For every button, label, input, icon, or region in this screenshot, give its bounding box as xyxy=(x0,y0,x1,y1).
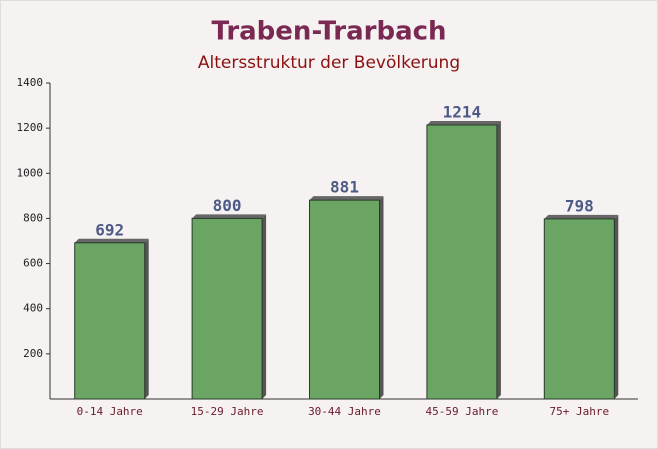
bar-shadow xyxy=(379,196,384,399)
bar-shadow xyxy=(309,196,384,201)
chart-title: Traben-Trarbach xyxy=(211,17,446,47)
x-tick-label: 15-29 Jahre xyxy=(191,405,264,418)
y-tick-label: 600 xyxy=(23,257,43,270)
bar-shadow xyxy=(426,120,501,125)
bar xyxy=(74,242,146,400)
x-tick-label: 0-14 Jahre xyxy=(77,405,143,418)
bar-shadow xyxy=(262,214,267,399)
bar xyxy=(426,124,498,400)
value-label: 1214 xyxy=(443,102,482,121)
bar-shadow xyxy=(74,238,149,243)
bar xyxy=(543,218,615,400)
x-tick-label: 75+ Jahre xyxy=(549,405,609,418)
y-tick-label: 800 xyxy=(23,211,43,224)
bar-shadow xyxy=(544,214,619,219)
y-tick-label: 1400 xyxy=(17,76,44,89)
chart-subtitle: Altersstruktur der Bevölkerung xyxy=(198,53,460,73)
bar xyxy=(309,199,380,400)
value-label: 798 xyxy=(565,196,594,215)
x-tick-label: 30-44 Jahre xyxy=(308,405,381,418)
y-tick-label: 1200 xyxy=(17,121,44,134)
value-label: 692 xyxy=(95,220,124,239)
bar-shadow xyxy=(614,214,619,399)
y-tick-label: 400 xyxy=(23,302,43,315)
bar-shadow xyxy=(144,238,149,399)
bar-shadow xyxy=(192,214,267,219)
bar-shadow xyxy=(496,120,501,400)
y-tick-label: 1000 xyxy=(17,166,44,179)
value-label: 881 xyxy=(330,178,359,197)
y-tick-label: 200 xyxy=(23,347,43,360)
value-label: 800 xyxy=(213,196,242,215)
x-tick-label: 45-59 Jahre xyxy=(425,405,498,418)
bar xyxy=(191,217,263,400)
